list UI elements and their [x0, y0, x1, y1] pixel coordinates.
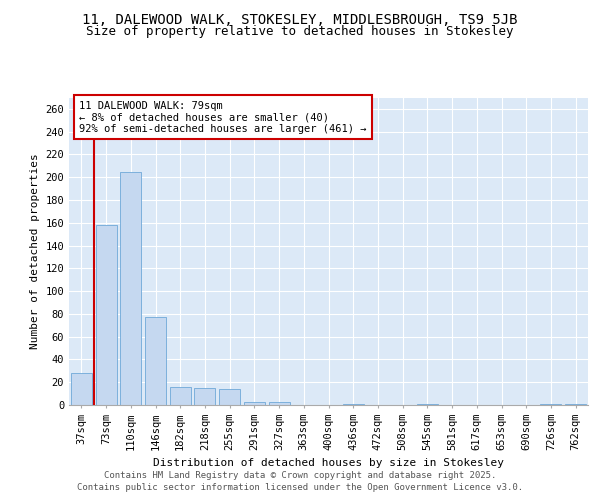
Bar: [417, 404, 438, 405]
Bar: [343, 404, 364, 405]
Bar: [541, 404, 562, 405]
Bar: [120, 172, 141, 405]
Bar: [145, 318, 166, 405]
Text: Contains public sector information licensed under the Open Government Licence v3: Contains public sector information licen…: [77, 484, 523, 492]
Bar: [219, 389, 240, 405]
X-axis label: Distribution of detached houses by size in Stokesley: Distribution of detached houses by size …: [153, 458, 504, 468]
Text: Contains HM Land Registry data © Crown copyright and database right 2025.: Contains HM Land Registry data © Crown c…: [104, 471, 496, 480]
Text: 11, DALEWOOD WALK, STOKESLEY, MIDDLESBROUGH, TS9 5JB: 11, DALEWOOD WALK, STOKESLEY, MIDDLESBRO…: [82, 12, 518, 26]
Bar: [194, 388, 215, 405]
Bar: [170, 387, 191, 405]
Bar: [244, 402, 265, 405]
Bar: [565, 404, 586, 405]
Bar: [95, 225, 116, 405]
Text: Size of property relative to detached houses in Stokesley: Size of property relative to detached ho…: [86, 25, 514, 38]
Text: 11 DALEWOOD WALK: 79sqm
← 8% of detached houses are smaller (40)
92% of semi-det: 11 DALEWOOD WALK: 79sqm ← 8% of detached…: [79, 100, 367, 134]
Bar: [71, 373, 92, 405]
Bar: [269, 402, 290, 405]
Y-axis label: Number of detached properties: Number of detached properties: [30, 154, 40, 349]
